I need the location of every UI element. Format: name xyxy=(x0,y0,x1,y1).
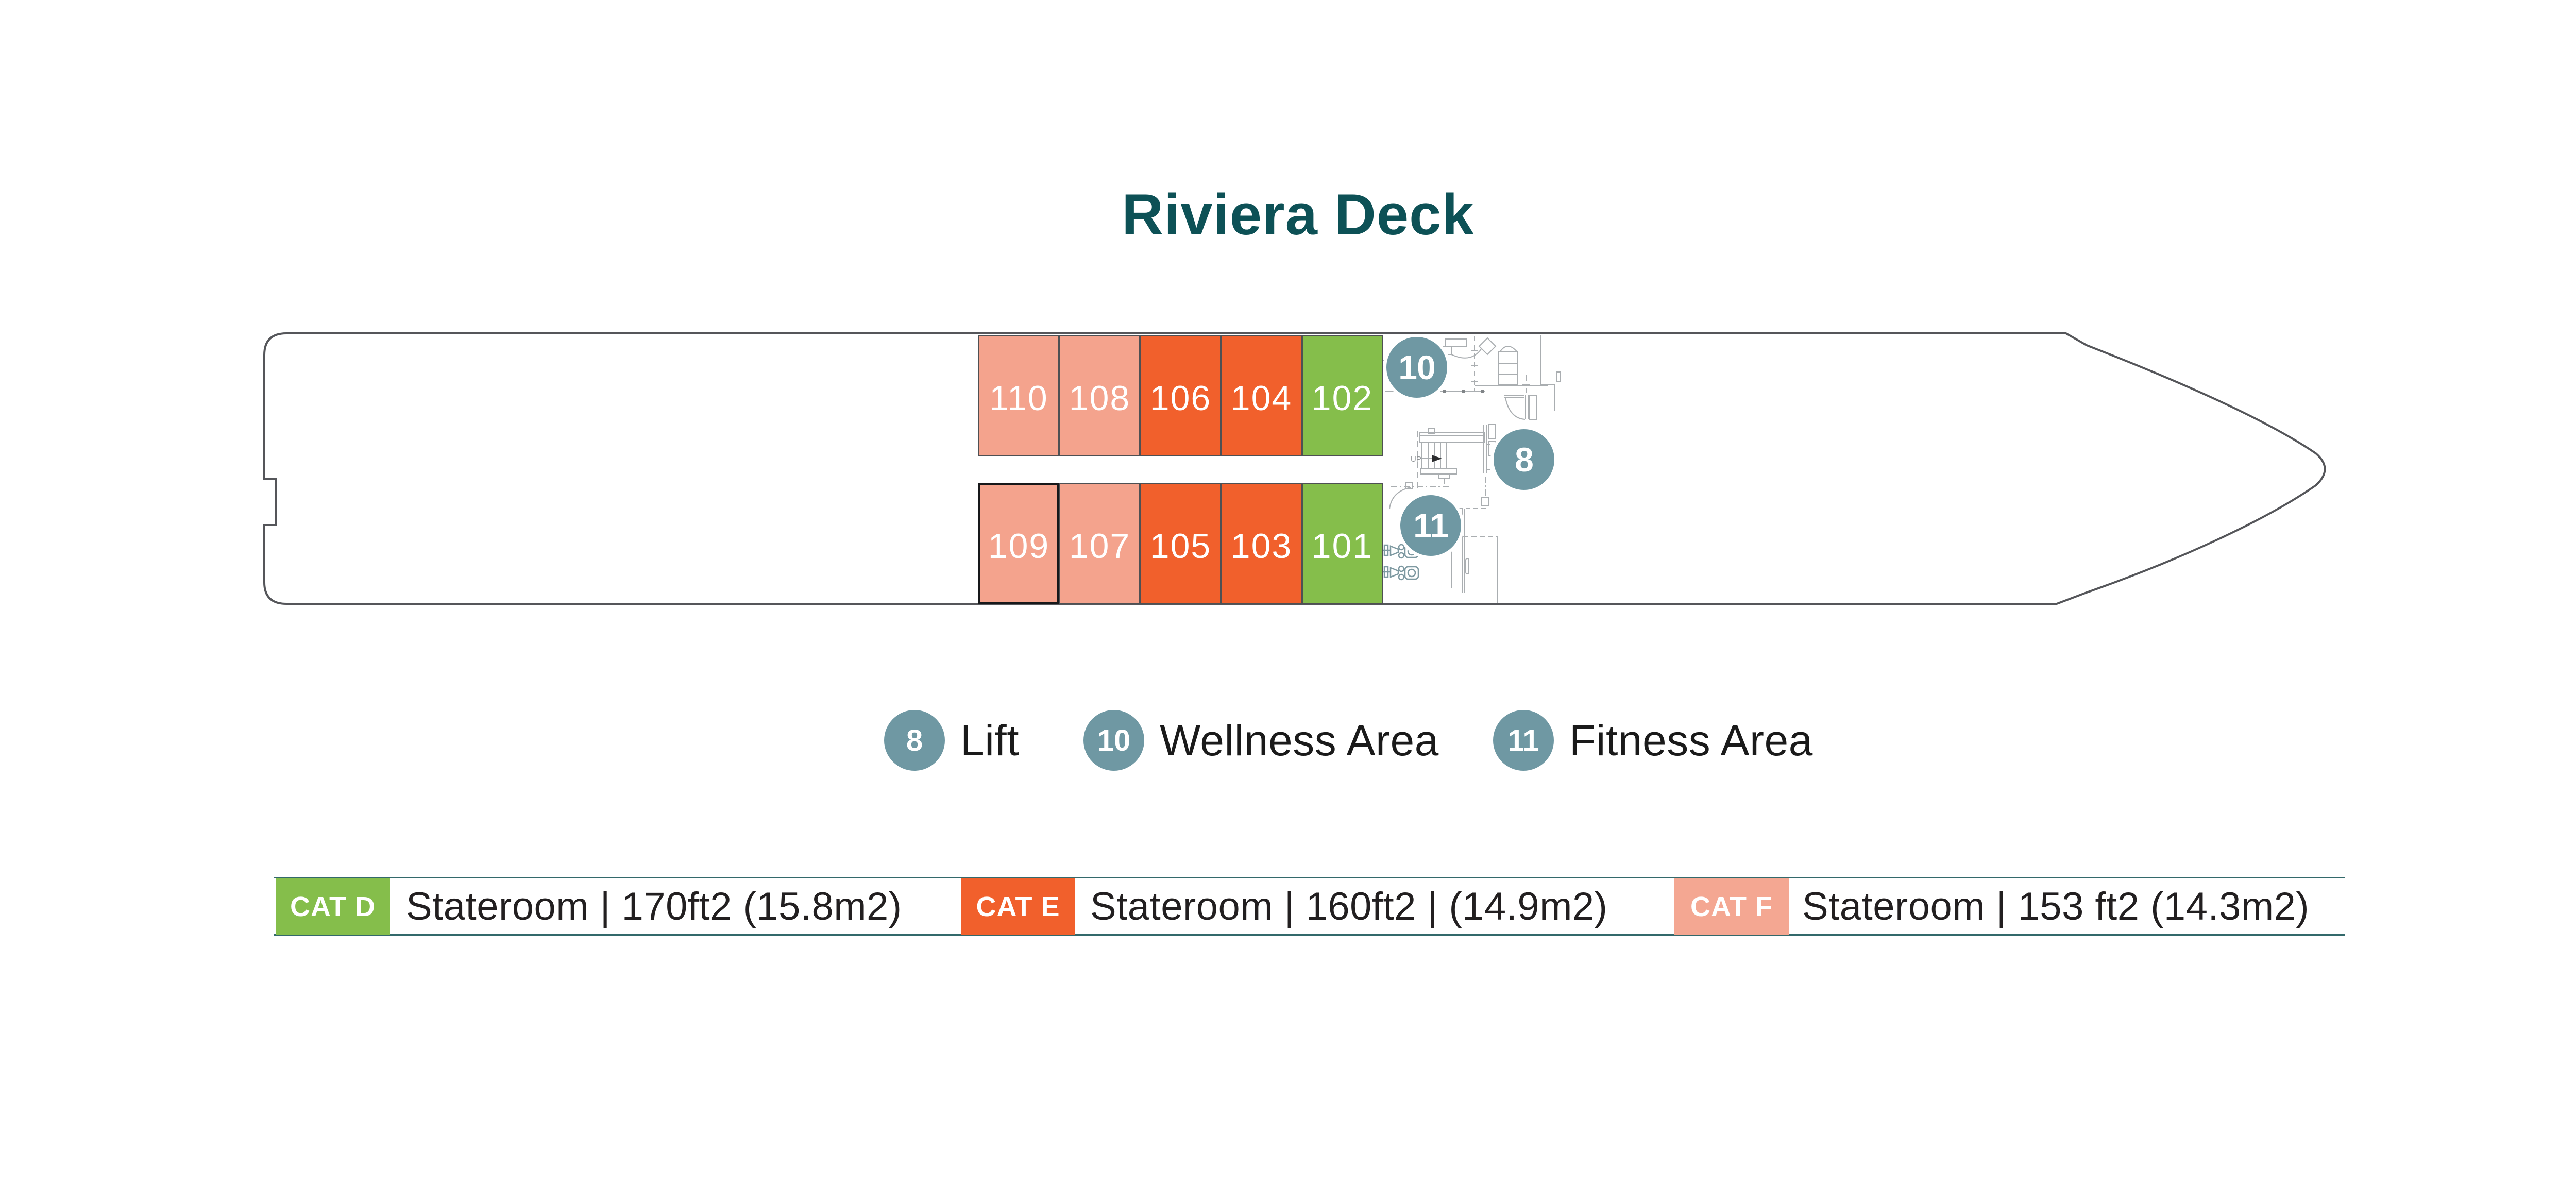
page-title: Riviera Deck xyxy=(1122,182,1475,247)
legend-item-wellness: 10 Wellness Area xyxy=(1083,709,1439,771)
cabin-107: 107 xyxy=(1059,483,1140,604)
gym-equipment-icons xyxy=(1382,544,1419,581)
cabin-105: 105 xyxy=(1140,483,1221,604)
cabin-101: 101 xyxy=(1302,483,1383,604)
marker-wellness-area: 10 xyxy=(1383,334,1450,401)
legend-label-fitness: Fitness Area xyxy=(1569,716,1813,765)
stairs-up-arrow-icon xyxy=(1432,455,1442,462)
marker-fitness-area: 11 xyxy=(1397,492,1464,559)
cat-d-badge: CAT D xyxy=(276,878,390,935)
legend-circle-8: 8 xyxy=(884,710,945,771)
category-bar-top-rule xyxy=(274,877,2345,878)
marker-lift: 8 xyxy=(1490,426,1557,493)
cat-f-description: Stateroom | 153 ft2 (14.3m2) xyxy=(1802,885,2310,928)
ship-hull-outline xyxy=(263,332,2326,605)
stairs-up-label: UP xyxy=(1411,455,1421,464)
category-bar-bottom-rule xyxy=(274,934,2345,936)
legend-label-wellness: Wellness Area xyxy=(1160,716,1439,765)
cabin-104: 104 xyxy=(1221,335,1302,456)
cabin-108: 108 xyxy=(1059,335,1140,456)
legend-item-lift: 8 Lift xyxy=(884,709,1019,771)
gym-machine-icon xyxy=(1382,565,1419,581)
cabin-110: 110 xyxy=(978,335,1059,456)
cat-e-badge: CAT E xyxy=(961,878,1075,935)
legend-circle-11: 11 xyxy=(1493,710,1554,771)
cat-d-description: Stateroom | 170ft2 (15.8m2) xyxy=(406,885,902,928)
cabin-102: 102 xyxy=(1302,335,1383,456)
cabin-106: 106 xyxy=(1140,335,1221,456)
cabin-103: 103 xyxy=(1221,483,1302,604)
cat-f-badge: CAT F xyxy=(1674,878,1789,935)
legend-label-lift: Lift xyxy=(960,716,1020,765)
cat-e-description: Stateroom | 160ft2 | (14.9m2) xyxy=(1090,885,1608,928)
cabin-109: 109 xyxy=(978,483,1059,604)
legend-circle-10: 10 xyxy=(1083,710,1144,771)
legend-item-fitness: 11 Fitness Area xyxy=(1493,709,1813,771)
